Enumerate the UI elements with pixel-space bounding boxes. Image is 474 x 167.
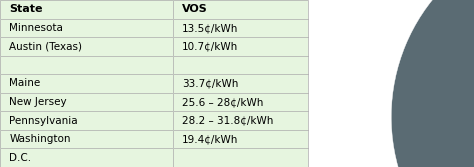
Text: 10.7¢/kWh: 10.7¢/kWh bbox=[182, 41, 238, 51]
Bar bbox=[173, 0, 308, 19]
Bar bbox=[173, 56, 308, 74]
Bar bbox=[173, 0, 308, 19]
Bar bbox=[0, 0, 173, 19]
Bar bbox=[0, 148, 173, 167]
Text: 33.7¢/kWh: 33.7¢/kWh bbox=[182, 78, 238, 89]
Bar bbox=[0, 93, 173, 111]
Text: State: State bbox=[9, 4, 43, 14]
Bar bbox=[173, 37, 308, 56]
Bar bbox=[0, 56, 173, 74]
Text: New Jersey: New Jersey bbox=[9, 97, 67, 107]
Bar bbox=[173, 19, 308, 37]
Bar bbox=[0, 74, 173, 93]
Bar bbox=[0, 19, 173, 37]
Text: Minnesota: Minnesota bbox=[9, 23, 63, 33]
Bar bbox=[0, 111, 173, 130]
Bar bbox=[173, 130, 308, 148]
Bar bbox=[173, 148, 308, 167]
Bar bbox=[173, 56, 308, 74]
Text: Pennsylvania: Pennsylvania bbox=[9, 116, 78, 126]
Bar bbox=[173, 148, 308, 167]
Wedge shape bbox=[391, 0, 474, 167]
Text: 25.6 – 28¢/kWh: 25.6 – 28¢/kWh bbox=[182, 97, 263, 107]
Text: Austin (Texas): Austin (Texas) bbox=[9, 41, 82, 51]
Text: D.C.: D.C. bbox=[9, 153, 31, 163]
Bar bbox=[0, 37, 173, 56]
Bar bbox=[173, 130, 308, 148]
Bar bbox=[173, 111, 308, 130]
Bar bbox=[173, 93, 308, 111]
Bar bbox=[173, 74, 308, 93]
Text: Maine: Maine bbox=[9, 78, 40, 89]
Text: 28.2 – 31.8¢/kWh: 28.2 – 31.8¢/kWh bbox=[182, 116, 273, 126]
Text: Washington: Washington bbox=[9, 134, 71, 144]
Bar bbox=[0, 93, 173, 111]
Bar bbox=[0, 130, 173, 148]
Bar bbox=[0, 0, 173, 19]
Bar bbox=[0, 74, 173, 93]
Bar bbox=[0, 111, 173, 130]
Bar bbox=[173, 19, 308, 37]
Bar bbox=[173, 74, 308, 93]
Bar bbox=[0, 37, 173, 56]
Bar bbox=[173, 111, 308, 130]
Text: 19.4¢/kWh: 19.4¢/kWh bbox=[182, 134, 238, 144]
Bar bbox=[0, 56, 173, 74]
Bar bbox=[0, 19, 173, 37]
Bar bbox=[0, 130, 173, 148]
Text: VOS: VOS bbox=[182, 4, 208, 14]
Bar bbox=[173, 93, 308, 111]
Bar bbox=[0, 148, 173, 167]
Text: 13.5¢/kWh: 13.5¢/kWh bbox=[182, 23, 238, 33]
Bar bbox=[173, 37, 308, 56]
